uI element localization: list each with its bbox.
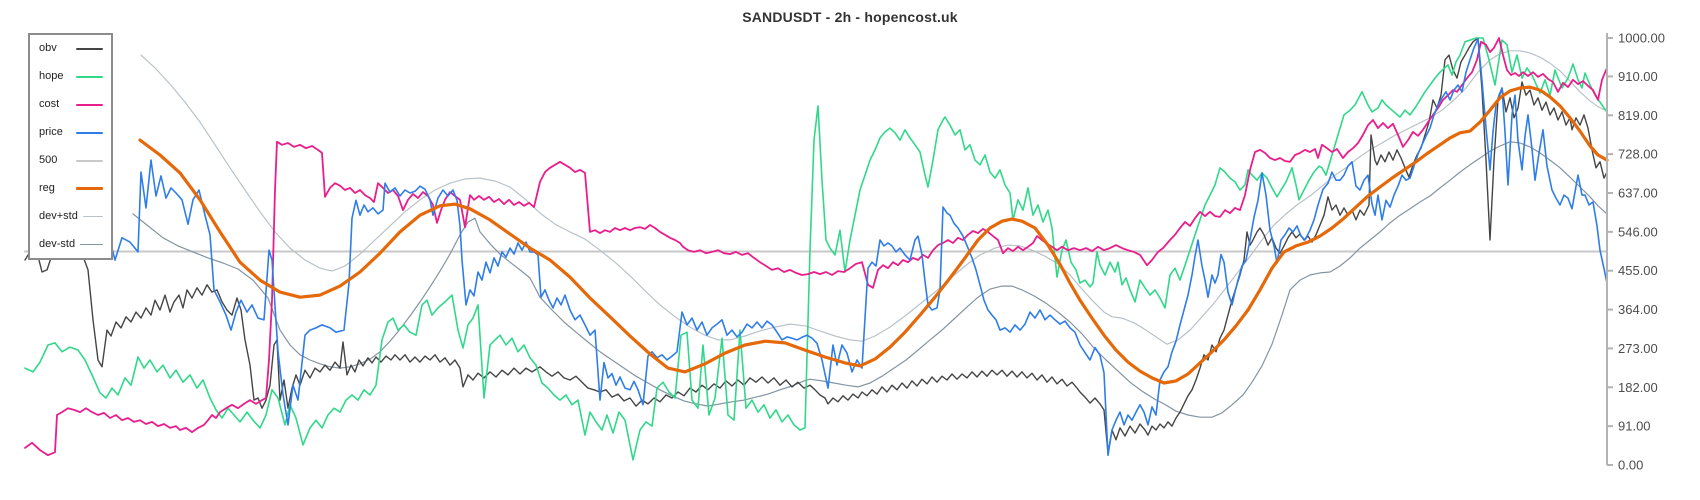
- legend-label: price: [39, 126, 63, 138]
- y-axis-tick-label: 546.00: [1618, 224, 1658, 239]
- series-line-hope: [24, 37, 1608, 461]
- series-line-cost: [24, 37, 1608, 457]
- y-axis-tick-label: 910.00: [1618, 69, 1658, 84]
- y-axis: 0.00 91.00 182.00 273.00 364.00 455.00 546.00 6…: [1606, 31, 1665, 473]
- legend-swatch-cost: [76, 103, 103, 106]
- y-axis-tick-label: 728.00: [1618, 147, 1658, 162]
- y-axis-tick-label: 455.00: [1618, 263, 1658, 278]
- legend-item-dev+std[interactable]: dev+std: [39, 211, 103, 222]
- series-line-dev+std: [140, 50, 1608, 345]
- legend-label: 500: [39, 154, 58, 166]
- series-line-price: [107, 38, 1608, 457]
- legend-label: dev+std: [39, 210, 78, 222]
- series-line-reg: [138, 85, 1609, 385]
- series-line-obv: [24, 37, 1608, 454]
- legend-swatch-price: [76, 131, 103, 134]
- legend-swatch-dev-std: [80, 244, 103, 245]
- y-axis-tick-label: 182.00: [1618, 380, 1658, 395]
- y-axis-tick-label: 1000.00: [1618, 31, 1665, 46]
- legend-swatch-hope: [76, 75, 103, 78]
- legend-item-obv[interactable]: obv: [39, 43, 103, 54]
- legend-swatch-dev+std: [82, 216, 103, 217]
- y-axis-tick-label: 819.00: [1618, 108, 1658, 123]
- legend-label: obv: [39, 42, 57, 54]
- legend-item-500[interactable]: 500: [39, 155, 103, 166]
- legend-item-reg[interactable]: reg: [39, 183, 103, 194]
- legend-swatch-500: [76, 159, 103, 162]
- legend-item-hope[interactable]: hope: [39, 71, 103, 82]
- legend-item-cost[interactable]: cost: [39, 99, 103, 110]
- y-axis-tick-label: 273.00: [1618, 341, 1658, 356]
- legend-label: cost: [39, 98, 60, 110]
- legend-swatch-obv: [76, 47, 103, 50]
- legend-item-price[interactable]: price: [39, 127, 103, 138]
- legend-swatch-reg: [76, 187, 103, 190]
- y-axis-tick-label: 364.00: [1618, 302, 1658, 317]
- chart-title: SANDUSDT - 2h - hopencost.uk: [742, 9, 958, 25]
- legend-label: reg: [39, 182, 55, 194]
- legend-label: dev-std: [39, 238, 76, 250]
- y-axis-tick-label: 637.00: [1618, 186, 1658, 201]
- y-axis-tick-label: 0.00: [1618, 458, 1643, 473]
- y-axis-tick-label: 91.00: [1618, 419, 1651, 434]
- legend-item-dev-std[interactable]: dev-std: [39, 239, 103, 250]
- legend-label: hope: [39, 70, 64, 82]
- legend: obv hope cost price 500 reg dev+std dev-std: [28, 33, 113, 260]
